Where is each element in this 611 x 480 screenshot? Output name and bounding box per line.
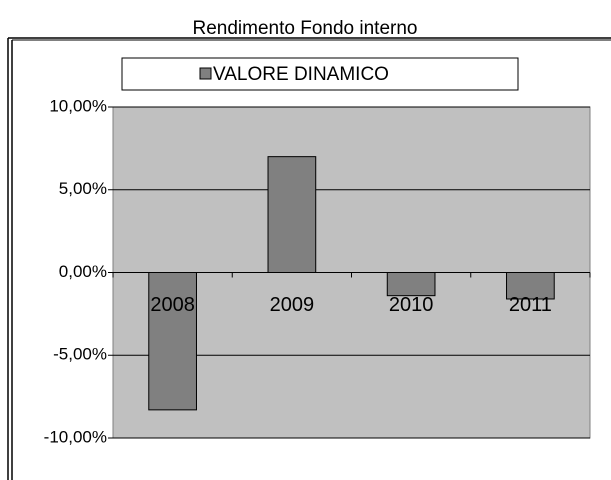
x-tick-label: 2009 (270, 294, 315, 316)
x-tick-label: 2008 (150, 294, 195, 316)
legend-box (121, 57, 519, 91)
x-tick-label: 2010 (389, 294, 434, 316)
y-tick-label: -10,00% (44, 427, 107, 446)
y-tick-label: -5,00% (53, 345, 107, 364)
bar (386, 272, 436, 297)
y-tick-label: 5,00% (59, 179, 107, 198)
legend-swatch (199, 67, 212, 80)
y-tick-label: 0,00% (59, 262, 107, 281)
y-tick-label: 10,00% (49, 96, 107, 115)
bar (506, 272, 555, 300)
x-tick-label: 2011 (509, 294, 552, 316)
chart-title: Rendimento Fondo interno (193, 18, 418, 39)
bar (148, 272, 197, 411)
legend-label: VALORE DINAMICO (213, 64, 389, 85)
bar (267, 156, 317, 273)
